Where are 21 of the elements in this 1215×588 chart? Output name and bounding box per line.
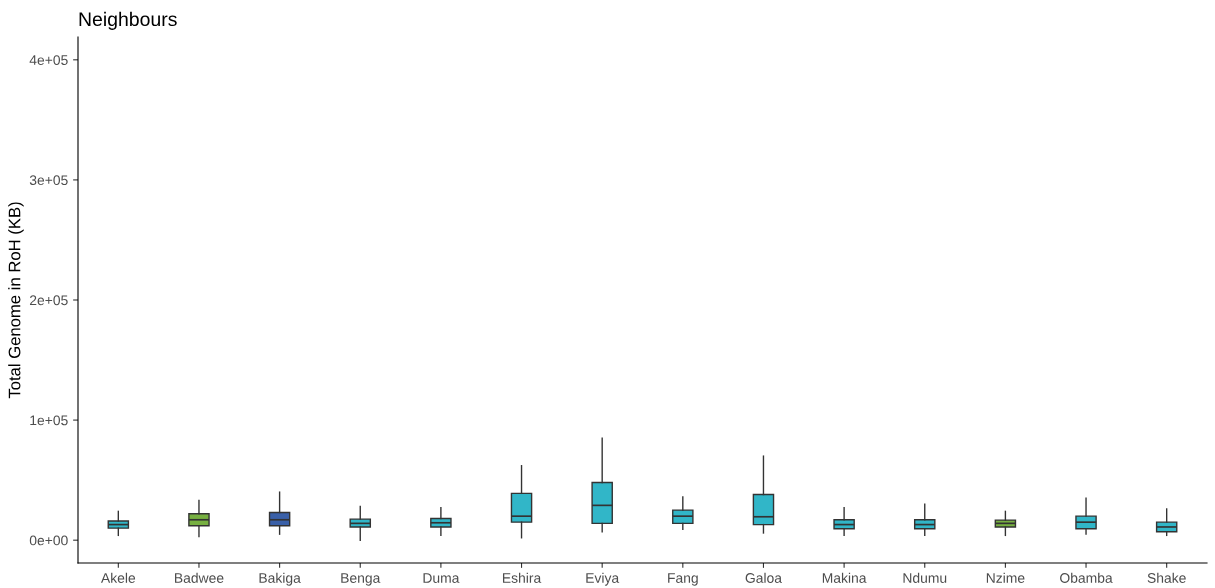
y-tick-label: 4e+05 (29, 55, 68, 65)
x-tick-label: Shake (1147, 572, 1186, 583)
x-tick-label: Eshira (502, 572, 542, 583)
chart-title: Neighbours (79, 11, 177, 30)
x-tick-label: Badwee (175, 572, 224, 583)
x-tick-label: Nzime (986, 572, 1025, 583)
x-tick-label: Benga (341, 573, 381, 586)
y-axis-title: Total Genome in RoH (KB) (8, 202, 24, 399)
y-tick-label: 1e+05 (30, 415, 68, 426)
x-tick-label: Eviya (586, 572, 620, 586)
y-tick-label: 3e+05 (29, 175, 68, 186)
x-tick-label: Duma (423, 573, 460, 583)
x-tick-label: Galoa (745, 572, 782, 583)
x-tick-label: Fang (668, 573, 698, 586)
x-tick-label: Makina (822, 572, 867, 583)
x-tick-label: Akele (100, 572, 136, 583)
y-tick-label: 2e+05 (29, 295, 68, 306)
x-tick-label: Ndumu (903, 572, 947, 583)
x-tick-label: Bakiga (259, 572, 301, 586)
y-tick-label: 0e+00 (29, 535, 68, 546)
x-tick-label: Obamba (1060, 572, 1113, 583)
